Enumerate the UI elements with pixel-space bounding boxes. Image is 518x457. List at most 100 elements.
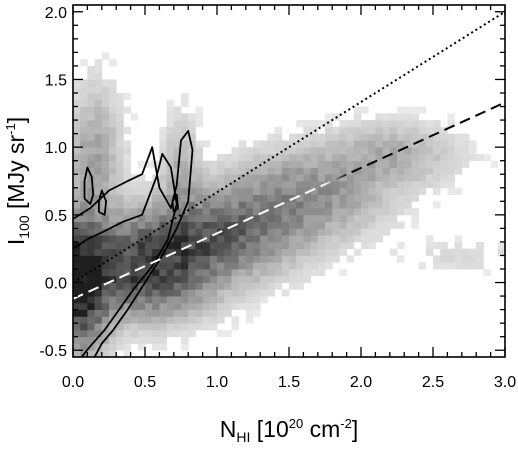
heatmap-cell (245, 187, 254, 195)
heatmap-cell (166, 269, 175, 277)
heatmap-cell (195, 214, 203, 223)
heatmap-cell (231, 147, 239, 155)
heatmap-cell (375, 194, 383, 202)
heatmap-cell (296, 174, 304, 182)
heatmap-cell (94, 282, 103, 290)
heatmap-cell (368, 214, 376, 223)
heatmap-cell (238, 167, 247, 175)
heatmap-cell (145, 269, 153, 277)
heatmap-cell (94, 167, 103, 175)
heatmap-cell (73, 296, 81, 304)
heatmap-cell (94, 316, 103, 324)
heatmap-cell (469, 147, 477, 155)
heatmap-cell (173, 235, 182, 243)
heatmap-cell (461, 262, 470, 270)
heatmap-cell (425, 126, 434, 135)
heatmap-cell (224, 201, 232, 209)
heatmap-cell (296, 248, 304, 256)
heatmap-cell (152, 241, 160, 250)
heatmap-cell (109, 289, 117, 297)
heatmap-cell (425, 248, 434, 256)
heatmap-cell (433, 120, 441, 128)
heatmap-cell (145, 316, 153, 324)
heatmap-cell (101, 316, 110, 324)
heatmap-cell (123, 214, 131, 223)
heatmap-cell (87, 262, 95, 270)
heatmap-cell (188, 262, 196, 270)
heatmap-cell (231, 167, 239, 175)
heatmap-cell (202, 221, 211, 229)
heatmap-cell (267, 282, 275, 290)
heatmap-cell (101, 93, 110, 101)
heatmap-cell (238, 289, 247, 297)
heatmap-cell (73, 228, 81, 236)
heatmap-cell (94, 126, 103, 135)
heatmap-cell (73, 208, 81, 216)
heatmap-cell (123, 262, 131, 270)
heatmap-cell (94, 221, 103, 229)
heatmap-cell (296, 181, 304, 189)
heatmap-cell (289, 262, 297, 270)
heatmap-cell (152, 269, 160, 277)
heatmap-cell (260, 147, 268, 155)
heatmap-cell (231, 214, 239, 223)
heatmap-cell (411, 126, 419, 135)
heatmap-cell (181, 255, 189, 263)
heatmap-cell (73, 153, 81, 162)
heatmap-cell (87, 133, 95, 141)
y-tick-label: -0.5 (39, 343, 67, 360)
heatmap-cell (101, 228, 110, 236)
heatmap-cell (361, 120, 369, 128)
heatmap-cell (209, 289, 218, 297)
heatmap-cell (368, 120, 376, 128)
heatmap-cell (137, 255, 146, 263)
heatmap-cell (397, 194, 405, 202)
heatmap-cell (332, 153, 340, 162)
heatmap-cell (404, 147, 412, 155)
heatmap-cell (433, 255, 441, 263)
heatmap-cell (80, 302, 88, 311)
heatmap-cell (404, 126, 412, 135)
heatmap-cell (80, 99, 88, 107)
heatmap-cell (87, 336, 95, 344)
heatmap-cell (188, 275, 196, 283)
heatmap-cell (346, 140, 355, 148)
heatmap-cell (166, 255, 175, 263)
heatmap-cell (166, 194, 175, 202)
heatmap-cell (173, 228, 182, 236)
heatmap-cell (310, 262, 319, 270)
heatmap-cell (461, 248, 470, 256)
heatmap-cell (289, 255, 297, 263)
heatmap-cell (253, 282, 261, 290)
heatmap-cell (87, 221, 95, 229)
heatmap-cell (238, 255, 247, 263)
heatmap-cell (195, 194, 203, 202)
heatmap-cell (274, 241, 283, 250)
heatmap-cell (209, 160, 218, 168)
heatmap-cell (101, 160, 110, 168)
heatmap-cell (101, 262, 110, 270)
heatmap-cell (418, 160, 427, 168)
heatmap-cell (361, 208, 369, 216)
heatmap-cell (87, 289, 95, 297)
heatmap-cell (325, 160, 333, 168)
heatmap-cell (145, 208, 153, 216)
heatmap-cell (80, 221, 88, 229)
heatmap-cell (317, 228, 326, 236)
heatmap-cell (296, 255, 304, 263)
heatmap-cell (94, 79, 103, 87)
heatmap-cell (195, 221, 203, 229)
heatmap-cell (310, 214, 319, 223)
heatmap-cell (303, 160, 311, 168)
heatmap-cell (224, 194, 232, 202)
y-axis-title-base: I (3, 239, 29, 245)
heatmap-cell (173, 248, 182, 256)
heatmap-cell (440, 126, 448, 135)
heatmap-cell (101, 255, 110, 263)
heatmap-cell (123, 302, 131, 311)
heatmap-cell (425, 235, 434, 243)
heatmap-cell (317, 120, 326, 128)
heatmap-cell (80, 255, 88, 263)
heatmap-cell (353, 113, 362, 121)
heatmap-cell (224, 282, 232, 290)
